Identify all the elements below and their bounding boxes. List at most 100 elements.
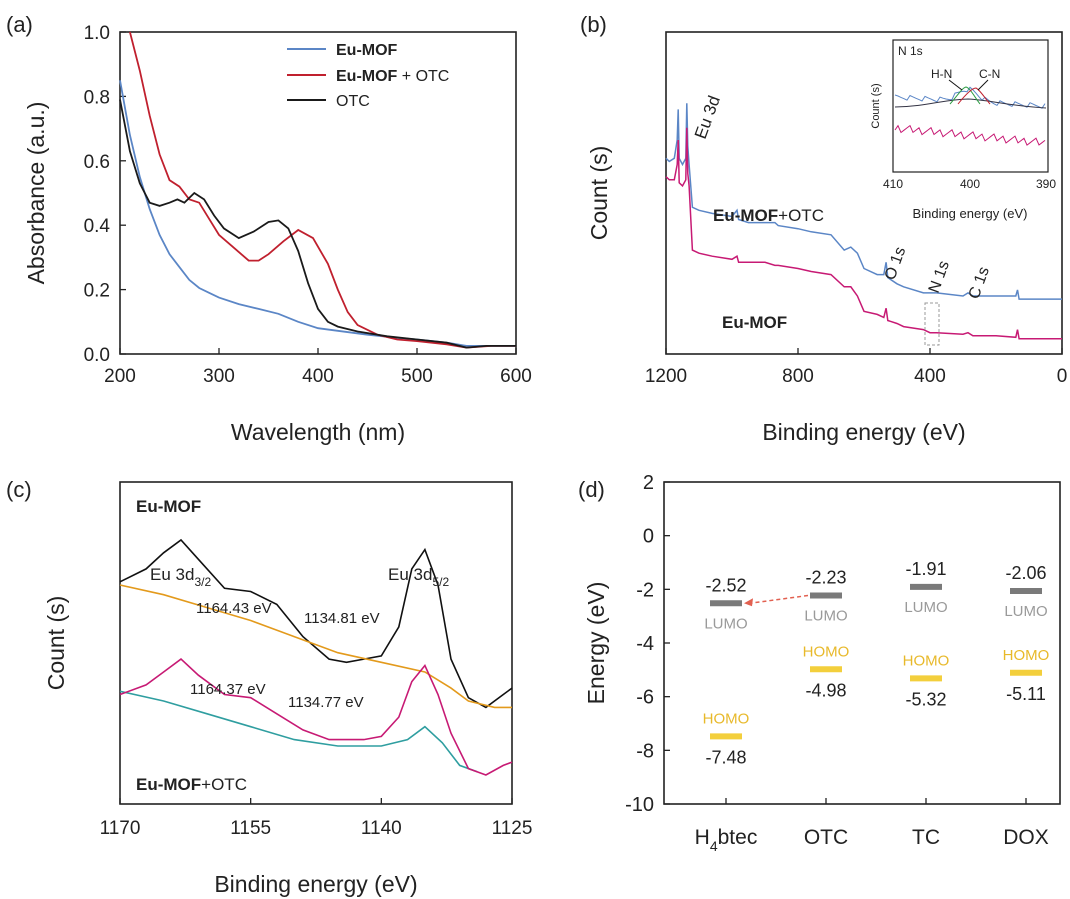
- y-tick-label: -6: [636, 687, 654, 709]
- inset-xtick-400: 400: [960, 177, 980, 191]
- panel-b-inset: N 1s H-N C-N 410 400 390 Binding energy …: [870, 39, 1056, 221]
- electron-transfer-arrowhead: [744, 598, 753, 607]
- lumo-value-tc: -1.91: [905, 559, 946, 579]
- x-tick-label: 500: [401, 366, 433, 387]
- inset-arrow-cn: [977, 79, 989, 91]
- inset-peak-hn-fit: [949, 86, 981, 105]
- y-tick-label: -2: [636, 579, 654, 601]
- inset-eu-mof-otc-line: [894, 86, 1046, 109]
- panel-c-x-ticks: 1170 1155 1140 1125: [100, 798, 533, 839]
- n1s-highlight-box: [924, 302, 940, 346]
- y-tick-label: 0.0: [84, 345, 110, 366]
- panel-c-label: (c): [6, 477, 32, 502]
- x-tick-label: 400: [914, 366, 946, 387]
- y-tick-label: 1.0: [84, 23, 110, 44]
- inset-title: N 1s: [898, 44, 923, 58]
- lumo-value-dox: -2.06: [1005, 563, 1046, 583]
- panel-b-series: [665, 103, 1062, 340]
- x-tick-label: 800: [782, 366, 814, 387]
- inset-ylabel: Count (s): [870, 83, 882, 128]
- panel-c-xlabel: Binding energy (eV): [214, 871, 417, 897]
- panel-d: (d) 2 0 -2 -4 -6 -8 -10 H4btec OTC TC DOX -2.52 LU…: [578, 472, 1061, 854]
- electron-transfer-arrow: [749, 594, 809, 605]
- panel-d-y-ticks: 2 0 -2 -4 -6 -8 -10: [625, 472, 670, 816]
- panel-c-frame: [119, 481, 513, 805]
- y-tick-label: -10: [625, 794, 654, 816]
- panel-a-y-ticks: 0.0 0.2 0.4 0.6 0.8 1.0: [84, 23, 126, 366]
- lumo-value-h4btec: -2.52: [705, 575, 746, 595]
- panel-b-xlabel: Binding energy (eV): [762, 419, 965, 445]
- panel-a-frame: [119, 31, 517, 355]
- y-tick-label: -8: [636, 740, 654, 762]
- panel-b-label: (b): [580, 12, 607, 37]
- y-tick-label: -4: [636, 633, 654, 655]
- legend-label-eu-mof: Eu-MOF: [336, 42, 398, 59]
- panel-d-category-labels: H4btec OTC TC DOX: [695, 798, 1049, 854]
- homo-label-otc: HOMO: [803, 643, 850, 660]
- label-series-eu-mof-otc: Eu-MOF+OTC: [713, 206, 824, 225]
- label-series-eu-mof: Eu-MOF: [722, 313, 787, 332]
- x-tick-label: 600: [500, 366, 532, 387]
- homo-value-dox: -5.11: [1006, 684, 1046, 704]
- lumo-label-dox: LUMO: [1004, 603, 1047, 620]
- panel-d-label: (d): [578, 477, 605, 502]
- homo-label-h4btec: HOMO: [703, 710, 750, 727]
- y-tick-label: 0.2: [84, 281, 110, 302]
- panel-d-ylabel: Energy (eV): [583, 582, 609, 705]
- lumo-label-otc: LUMO: [804, 608, 847, 625]
- x-tick-label: 1200: [645, 366, 687, 387]
- inset-xtick-410: 410: [883, 177, 903, 191]
- panel-b: (b) 1200 800 400 0 Eu 3d Eu-MOF+OTC Eu-MOF …: [580, 12, 1067, 445]
- y-tick-label: 0.8: [84, 87, 110, 108]
- inset-baseline: [894, 98, 1047, 109]
- panel-d-levels: -2.52 LUMO HOMO -7.48 -2.23 LUMO HOMO -4.98 -1.9…: [703, 559, 1050, 767]
- label-eu-mof-top: Eu-MOF: [136, 497, 201, 516]
- lumo-value-otc: -2.23: [805, 568, 846, 588]
- y-tick-label: 0.4: [84, 216, 111, 237]
- x-tick-label: 200: [104, 366, 136, 387]
- label-eu3d32: Eu 3d3/2: [150, 565, 211, 589]
- spectrum-line-0: [119, 538, 513, 709]
- lumo-label-tc: LUMO: [904, 599, 947, 616]
- spectrum-line-1: [119, 584, 512, 709]
- inset-arrow-hn: [948, 79, 963, 91]
- homo-value-h4btec: -7.48: [705, 747, 746, 767]
- label-n1s: N 1s: [926, 259, 953, 296]
- series-line-otc: [119, 99, 516, 349]
- homo-label-dox: HOMO: [1003, 647, 1050, 664]
- series-line-eu-mof: [665, 127, 1062, 340]
- category-label-tc: TC: [912, 826, 940, 849]
- label-energy-3: 1164.37 eV: [190, 681, 266, 698]
- x-tick-label: 300: [203, 366, 235, 387]
- inset-xtick-390: 390: [1036, 177, 1056, 191]
- y-tick-label: 0: [643, 526, 654, 548]
- legend-label-otc: OTC: [336, 93, 370, 110]
- lumo-label-h4btec: LUMO: [704, 615, 747, 632]
- label-energy-2: 1134.81 eV: [304, 610, 380, 627]
- inset-peak-cn-fit: [957, 87, 991, 105]
- series-line-eu-mof-otc: [129, 31, 516, 349]
- panel-a-label: (a): [6, 12, 33, 37]
- panel-a-x-ticks: 200 300 400 500 600: [104, 348, 532, 387]
- label-energy-1: 1164.43 eV: [196, 600, 272, 617]
- x-tick-label: 1140: [361, 818, 402, 839]
- x-tick-label: 0: [1057, 366, 1068, 387]
- panel-c: (c) 1170 1155 1140 1125 Eu-MOF Eu 3d3/2 Eu …: [6, 477, 532, 897]
- spectrum-line-2: [119, 690, 478, 773]
- category-label-otc: OTC: [804, 826, 848, 849]
- y-tick-label: 2: [643, 472, 654, 494]
- panel-b-x-ticks: 1200 800 400 0: [645, 348, 1067, 387]
- inset-peak-hn: H-N: [931, 67, 952, 81]
- panel-a-ylabel: Absorbance (a.u.): [23, 102, 49, 285]
- panel-c-ylabel: Count (s): [43, 596, 69, 691]
- series-line-eu-mof: [119, 80, 516, 347]
- x-tick-label: 1155: [230, 818, 271, 839]
- y-tick-label: 0.6: [84, 152, 110, 173]
- inset-peak-cn: C-N: [979, 67, 1000, 81]
- homo-label-tc: HOMO: [903, 652, 950, 669]
- panel-a-xlabel: Wavelength (nm): [231, 419, 405, 445]
- inset-xlabel: Binding energy (eV): [913, 206, 1028, 221]
- panel-a-series: [119, 31, 516, 349]
- x-tick-label: 1125: [492, 818, 533, 839]
